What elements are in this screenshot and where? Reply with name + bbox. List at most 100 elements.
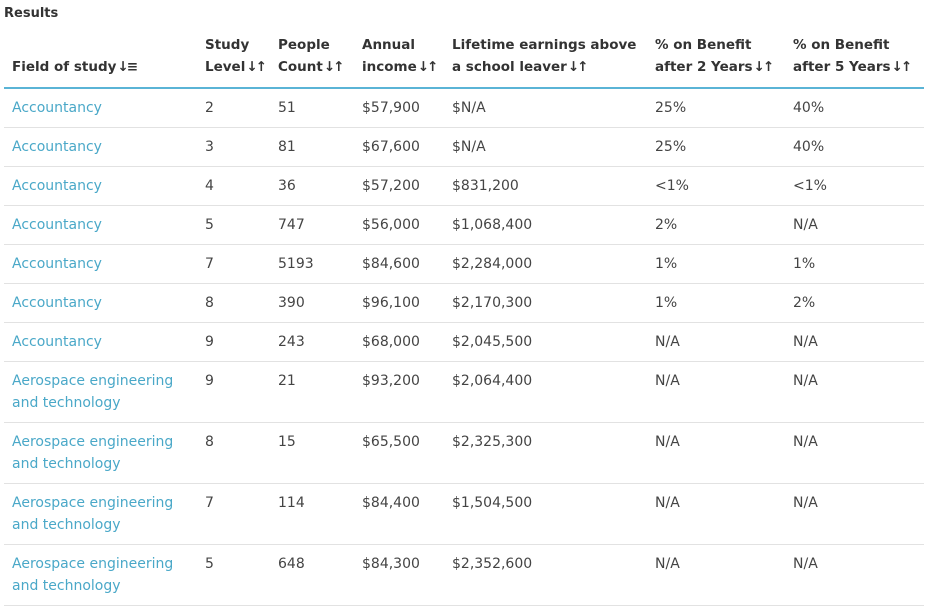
field-of-study-link[interactable]: Aerospace engineering and technology	[12, 495, 174, 533]
field-of-study-link[interactable]: Aerospace engineering and technology	[12, 373, 174, 411]
column-header-annual-income[interactable]: Annual income↓↑	[354, 34, 444, 89]
cell-study-level: 9	[197, 322, 270, 362]
field-of-study-link[interactable]: Aerospace engineering and technology	[12, 434, 174, 472]
cell-annual-income: $68,000	[354, 322, 444, 362]
cell-benefit-2-years: N/A	[647, 483, 785, 545]
field-of-study-link[interactable]: Accountancy	[12, 178, 102, 194]
cell-annual-income: $96,100	[354, 283, 444, 323]
column-header-line1: Study	[205, 37, 250, 53]
cell-field: Accountancy	[4, 166, 197, 206]
cell-annual-income: $57,200	[354, 166, 444, 206]
cell-annual-income: $84,300	[354, 544, 444, 606]
cell-annual-income: $93,200	[354, 361, 444, 423]
field-of-study-link[interactable]: Accountancy	[12, 139, 102, 155]
cell-benefit-2-years: 1%	[647, 283, 785, 323]
column-header-line2: Level	[205, 59, 246, 75]
cell-lifetime-earnings: $2,352,600	[444, 544, 647, 606]
cell-study-level: 8	[197, 422, 270, 484]
cell-study-level: 8	[197, 283, 270, 323]
cell-benefit-5-years: N/A	[785, 544, 924, 606]
column-header-line2: after 2 Years	[655, 59, 753, 75]
cell-benefit-5-years: 1%	[785, 244, 924, 284]
column-header-line1: % on Benefit	[793, 37, 890, 53]
table-row: Accountancy 7 5193 $84,600 $2,284,000 1%…	[4, 244, 924, 284]
column-header-line2: Count	[278, 59, 323, 75]
cell-people-count: 81	[270, 127, 354, 167]
cell-study-level: 5	[197, 544, 270, 606]
cell-study-level: 9	[197, 361, 270, 423]
column-header-study-level[interactable]: Study Level↓↑	[197, 34, 270, 89]
table-row: Accountancy 2 51 $57,900 $N/A 25% 40%	[4, 88, 924, 128]
column-header-lifetime-earnings[interactable]: Lifetime earnings above a school leaver↓…	[444, 34, 647, 89]
cell-lifetime-earnings: $1,504,500	[444, 483, 647, 545]
column-header-field-of-study[interactable]: Field of study↓≡	[4, 34, 197, 89]
field-of-study-link[interactable]: Accountancy	[12, 217, 102, 233]
cell-annual-income: $65,500	[354, 422, 444, 484]
table-row: Accountancy 3 81 $67,600 $N/A 25% 40%	[4, 127, 924, 167]
cell-benefit-5-years: N/A	[785, 483, 924, 545]
cell-field: Accountancy	[4, 205, 197, 245]
cell-field: Accountancy	[4, 88, 197, 128]
cell-people-count: 36	[270, 166, 354, 206]
column-header-line1: Lifetime earnings above	[452, 37, 637, 53]
column-header-line2: a school leaver	[452, 59, 567, 75]
cell-people-count: 648	[270, 544, 354, 606]
field-of-study-link[interactable]: Accountancy	[12, 295, 102, 311]
sort-toggle-icon[interactable]: ↓↑	[891, 59, 913, 75]
field-of-study-link[interactable]: Accountancy	[12, 334, 102, 350]
cell-lifetime-earnings: $831,200	[444, 166, 647, 206]
table-row: Accountancy 4 36 $57,200 $831,200 <1% <1…	[4, 166, 924, 206]
column-header-people-count[interactable]: People Count↓↑	[270, 34, 354, 89]
sort-toggle-icon[interactable]: ↓↑	[323, 59, 345, 75]
cell-benefit-2-years: <1%	[647, 166, 785, 206]
cell-benefit-5-years: N/A	[785, 361, 924, 423]
cell-people-count: 747	[270, 205, 354, 245]
cell-annual-income: $57,900	[354, 88, 444, 128]
cell-benefit-2-years: N/A	[647, 361, 785, 423]
cell-benefit-2-years: 25%	[647, 88, 785, 128]
cell-study-level: 2	[197, 88, 270, 128]
cell-people-count: 5193	[270, 244, 354, 284]
sort-toggle-icon[interactable]: ↓↑	[417, 59, 439, 75]
cell-benefit-5-years: 2%	[785, 283, 924, 323]
sort-toggle-icon[interactable]: ↓↑	[567, 59, 589, 75]
results-table: Field of study↓≡ Study Level↓↑ People Co…	[4, 34, 924, 606]
cell-lifetime-earnings: $N/A	[444, 88, 647, 128]
cell-lifetime-earnings: $1,068,400	[444, 205, 647, 245]
cell-benefit-5-years: N/A	[785, 422, 924, 484]
cell-study-level: 7	[197, 244, 270, 284]
cell-field: Accountancy	[4, 244, 197, 284]
cell-study-level: 4	[197, 166, 270, 206]
sort-ascending-icon[interactable]: ↓≡	[117, 59, 138, 75]
cell-field: Aerospace engineering and technology	[4, 422, 197, 484]
field-of-study-link[interactable]: Accountancy	[12, 256, 102, 272]
sort-toggle-icon[interactable]: ↓↑	[246, 59, 267, 75]
table-row: Accountancy 8 390 $96,100 $2,170,300 1% …	[4, 283, 924, 323]
column-header-line1: % on Benefit	[655, 37, 752, 53]
column-header-benefit-5-years[interactable]: % on Benefit after 5 Years↓↑	[785, 34, 924, 89]
column-header-line1: People	[278, 37, 330, 53]
cell-field: Aerospace engineering and technology	[4, 483, 197, 545]
table-row: Aerospace engineering and technology 7 1…	[4, 483, 924, 545]
cell-annual-income: $56,000	[354, 205, 444, 245]
field-of-study-link[interactable]: Aerospace engineering and technology	[12, 556, 174, 594]
sort-toggle-icon[interactable]: ↓↑	[753, 59, 775, 75]
table-header-row: Field of study↓≡ Study Level↓↑ People Co…	[4, 34, 924, 89]
cell-study-level: 3	[197, 127, 270, 167]
field-of-study-link[interactable]: Accountancy	[12, 100, 102, 116]
cell-study-level: 5	[197, 205, 270, 245]
cell-field: Aerospace engineering and technology	[4, 361, 197, 423]
cell-benefit-5-years: 40%	[785, 88, 924, 128]
cell-annual-income: $67,600	[354, 127, 444, 167]
cell-people-count: 21	[270, 361, 354, 423]
column-header-line1: Annual	[362, 37, 416, 53]
cell-benefit-2-years: N/A	[647, 422, 785, 484]
cell-benefit-2-years: 25%	[647, 127, 785, 167]
column-header-benefit-2-years[interactable]: % on Benefit after 2 Years↓↑	[647, 34, 785, 89]
cell-benefit-2-years: N/A	[647, 544, 785, 606]
cell-benefit-2-years: 1%	[647, 244, 785, 284]
cell-people-count: 114	[270, 483, 354, 545]
column-header-line2: Field of study	[12, 59, 117, 75]
cell-people-count: 15	[270, 422, 354, 484]
cell-benefit-5-years: N/A	[785, 322, 924, 362]
